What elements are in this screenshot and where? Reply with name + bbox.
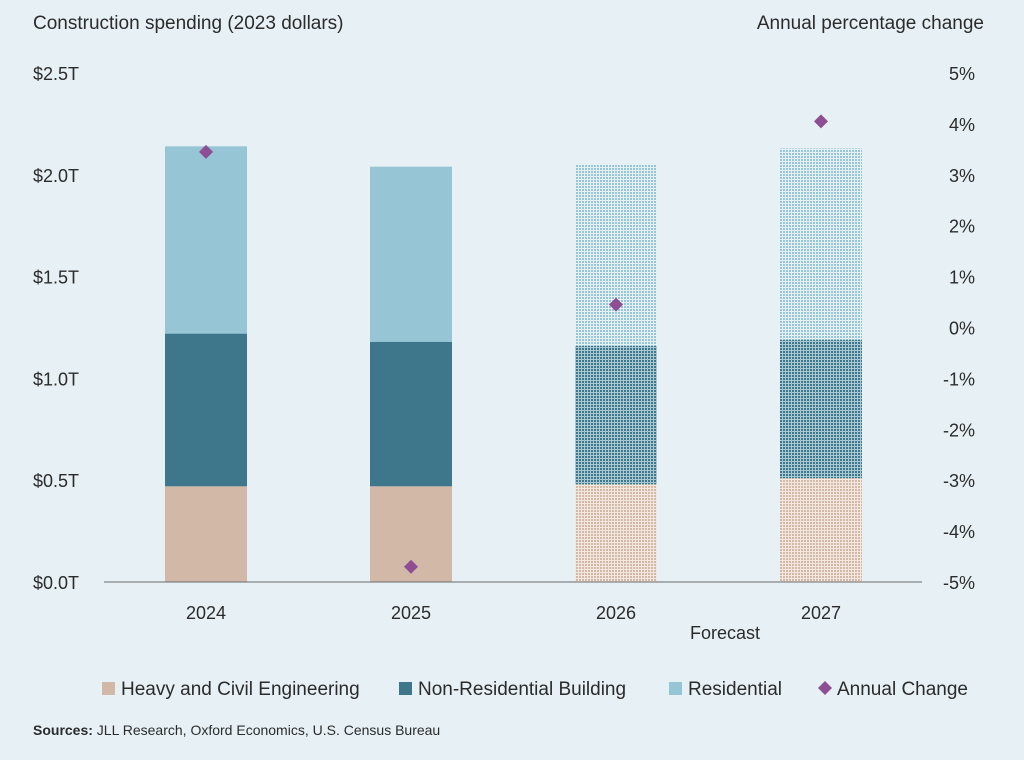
legend-label: Non-Residential Building bbox=[418, 679, 626, 700]
legend-label: Heavy and Civil Engineering bbox=[121, 679, 360, 700]
sources-note: Sources: JLL Research, Oxford Economics,… bbox=[33, 722, 440, 738]
right-tick-label: 1% bbox=[949, 268, 975, 288]
right-tick-label: -1% bbox=[943, 369, 975, 389]
category-label: 2026 bbox=[596, 603, 636, 623]
bar-segment-heavy-civil bbox=[780, 478, 862, 582]
left-tick-label: $1.5T bbox=[33, 268, 79, 288]
bar-segment-non-residential bbox=[780, 339, 862, 479]
bar-segment-non-residential bbox=[575, 345, 657, 485]
category-label: 2027 bbox=[801, 603, 841, 623]
category-labels: 2024 2025 2026 2027 bbox=[186, 603, 841, 623]
bar-segment-heavy-civil bbox=[165, 486, 247, 582]
category-label: 2024 bbox=[186, 603, 226, 623]
bar-segment-residential bbox=[780, 148, 862, 340]
left-tick-label: $1.0T bbox=[33, 369, 79, 389]
left-axis-title: Construction spending (2023 dollars) bbox=[33, 13, 344, 34]
legend-label: Residential bbox=[688, 679, 782, 700]
right-tick-label: -5% bbox=[943, 573, 975, 593]
category-label: 2025 bbox=[391, 603, 431, 623]
left-tick-label: $2.0T bbox=[33, 166, 79, 186]
bar-segment-non-residential bbox=[370, 341, 452, 487]
forecast-label: Forecast bbox=[690, 623, 760, 643]
legend-diamond bbox=[818, 681, 832, 695]
right-axis-ticks: -5% -4% -3% -2% -1% 0% 1% 2% 3% 4% 5% bbox=[943, 64, 975, 593]
bar-segment-residential bbox=[370, 166, 452, 342]
right-tick-label: 5% bbox=[949, 64, 975, 84]
annual-change-marker bbox=[404, 559, 418, 574]
sources-label: Sources: bbox=[33, 722, 93, 738]
left-tick-label: $2.5T bbox=[33, 64, 79, 84]
annual-change-marker bbox=[814, 114, 828, 129]
left-tick-label: $0.0T bbox=[33, 573, 79, 593]
bar-segment-heavy-civil bbox=[575, 484, 657, 582]
legend-swatch bbox=[399, 682, 412, 695]
bar-segment-non-residential bbox=[165, 333, 247, 487]
annual-change-marker bbox=[199, 144, 213, 159]
right-tick-label: 0% bbox=[949, 319, 975, 339]
right-tick-label: 3% bbox=[949, 166, 975, 186]
bar-series bbox=[165, 146, 862, 582]
left-axis-ticks: $0.0T $0.5T $1.0T $1.5T $2.0T $2.5T bbox=[33, 64, 79, 593]
right-tick-label: -3% bbox=[943, 471, 975, 491]
sources-text: JLL Research, Oxford Economics, U.S. Cen… bbox=[92, 722, 441, 738]
legend-swatch bbox=[669, 682, 682, 695]
left-tick-label: $0.5T bbox=[33, 471, 79, 491]
bar-segment-residential bbox=[575, 164, 657, 346]
bar-segment-residential bbox=[165, 146, 247, 334]
annual-change-marker bbox=[609, 297, 623, 312]
right-tick-label: -2% bbox=[943, 420, 975, 440]
annual-change-markers bbox=[199, 114, 828, 574]
right-tick-label: 4% bbox=[949, 115, 975, 135]
legend-swatch bbox=[102, 682, 115, 695]
legend: Heavy and Civil Engineering Non-Residenti… bbox=[102, 679, 968, 700]
right-tick-label: 2% bbox=[949, 217, 975, 237]
right-axis-title: Annual percentage change bbox=[757, 13, 984, 34]
legend-label: Annual Change bbox=[837, 679, 968, 700]
right-tick-label: -4% bbox=[943, 522, 975, 542]
